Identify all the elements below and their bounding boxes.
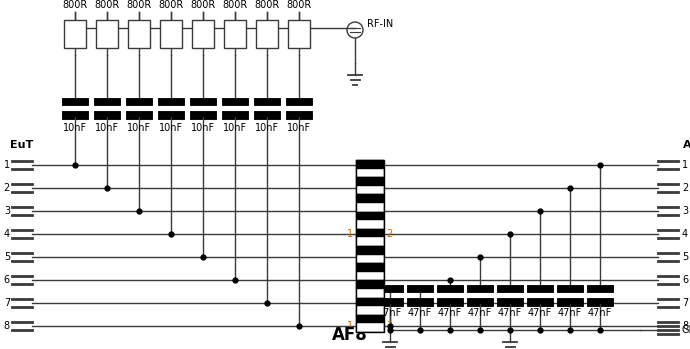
Bar [96,20,118,47]
Text: 47nF: 47nF [558,308,582,318]
Bar [356,255,384,263]
Text: GND: GND [682,325,690,335]
Bar [356,298,384,306]
Bar [356,177,384,186]
Text: 1: 1 [347,321,353,331]
Text: EuT: EuT [10,140,33,150]
Bar [356,169,384,177]
Bar [356,315,384,324]
Bar [356,306,384,315]
Text: 10nF: 10nF [63,123,87,133]
Bar [356,246,384,255]
Text: 2: 2 [386,229,392,239]
Text: 47nF: 47nF [528,308,552,318]
Text: 1: 1 [4,160,10,170]
Bar [356,186,384,194]
Bar [224,20,246,47]
Text: 1: 1 [347,229,353,239]
Text: 4: 4 [682,229,688,239]
Text: 800R: 800R [190,0,215,10]
Text: AE: AE [683,140,690,150]
Bar [356,272,384,280]
Bar [256,20,278,47]
Bar [356,220,384,229]
Text: 47nF: 47nF [468,308,492,318]
Bar [288,20,310,47]
Text: 2: 2 [386,321,392,331]
Text: 800R: 800R [62,0,88,10]
Text: 47nF: 47nF [438,308,462,318]
Text: 800R: 800R [159,0,184,10]
Text: 10nF: 10nF [191,123,215,133]
Text: 47nF: 47nF [588,308,612,318]
Bar [356,194,384,203]
Text: 10nF: 10nF [127,123,151,133]
Text: 10nF: 10nF [223,123,247,133]
Text: 5: 5 [682,252,688,262]
Text: 7: 7 [3,298,10,308]
Text: 47nF: 47nF [498,308,522,318]
Text: 10nF: 10nF [255,123,279,133]
Bar [356,289,384,298]
Text: 10nF: 10nF [159,123,183,133]
Text: 8: 8 [682,321,688,331]
Bar [128,20,150,47]
Text: 800R: 800R [222,0,248,10]
Text: 3: 3 [4,206,10,216]
Text: 800R: 800R [255,0,279,10]
Text: 5: 5 [3,252,10,262]
Text: 2: 2 [682,183,688,193]
Bar [356,237,384,246]
Text: RF-IN: RF-IN [367,19,393,29]
Text: 10nF: 10nF [287,123,311,133]
Text: 1: 1 [682,160,688,170]
Text: 4: 4 [4,229,10,239]
Text: 10nF: 10nF [95,123,119,133]
Text: 800R: 800R [126,0,152,10]
Bar [192,20,214,47]
Bar [356,263,384,272]
Bar [160,20,182,47]
Bar [356,324,384,332]
Text: 800R: 800R [286,0,312,10]
Text: 47nF: 47nF [378,308,402,318]
Text: AF8: AF8 [332,326,368,344]
Text: 47nF: 47nF [408,308,432,318]
Text: 2: 2 [3,183,10,193]
Text: 8: 8 [4,321,10,331]
Bar [64,20,86,47]
Bar [356,160,384,332]
Text: 6: 6 [4,275,10,285]
Bar [356,211,384,220]
Bar [356,229,384,237]
Text: 800R: 800R [95,0,119,10]
Text: 7: 7 [682,298,688,308]
Text: 3: 3 [682,206,688,216]
Bar [356,160,384,169]
Bar [356,203,384,211]
Bar [356,280,384,289]
Text: 6: 6 [682,275,688,285]
